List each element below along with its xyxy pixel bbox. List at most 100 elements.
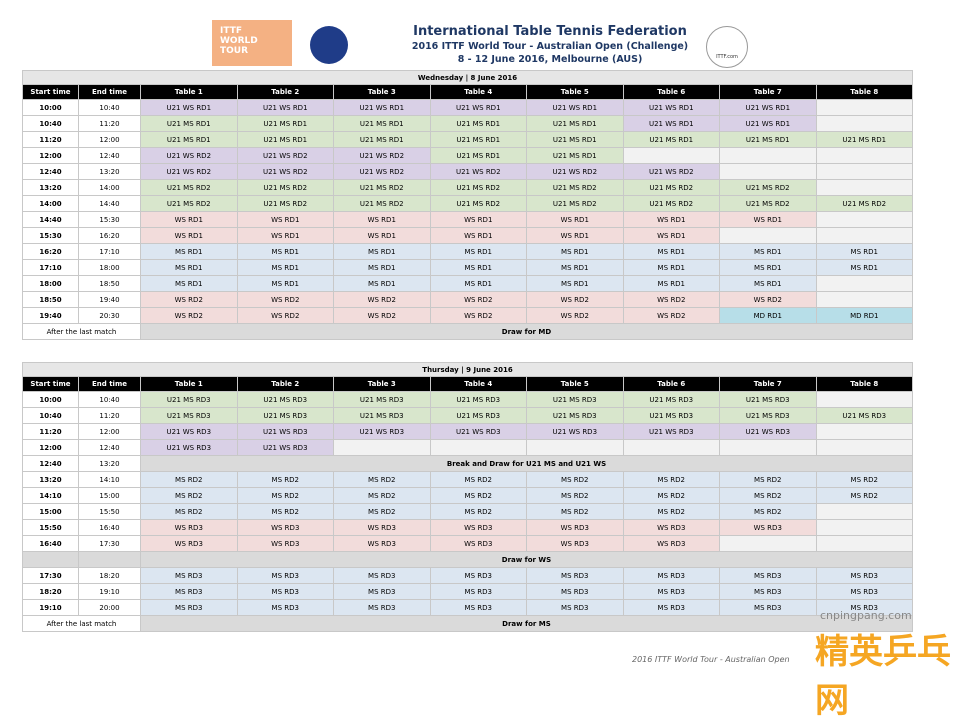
match-cell: MS RD3 (622, 599, 720, 616)
end-time: 13:20 (78, 455, 141, 472)
match-cell: MS RD3 (236, 567, 334, 584)
match-cell: WS RD3 (236, 519, 334, 536)
schedule-row: 15:50 16:40 WS RD3 WS RD3 WS RD3 WS RD3 WS RD3… (22, 519, 914, 536)
match-cell: MS RD2 (140, 487, 238, 504)
match-cell: U21 WS RD3 (140, 423, 238, 440)
match-cell: U21 WS RD2 (526, 163, 624, 180)
end-time: 19:40 (78, 291, 141, 308)
start-time: 15:00 (22, 503, 79, 520)
match-cell: WS RD1 (429, 227, 527, 244)
schedule-row: 13:20 14:10 MS RD2 MS RD2 MS RD2 MS RD2 MS RD2… (22, 471, 914, 488)
empty-cell (815, 99, 914, 116)
match-cell: WS RD3 (140, 519, 238, 536)
schedule-row: 19:10 20:00 MS RD3 MS RD3 MS RD3 MS RD3 MS RD3… (22, 599, 914, 616)
match-cell: U21 WS RD3 (526, 423, 624, 440)
empty-cell (815, 423, 914, 440)
match-cell: MS RD1 (526, 275, 624, 292)
match-cell: MS RD2 (236, 471, 334, 488)
empty-cell (622, 439, 720, 456)
match-cell: WS RD1 (526, 227, 624, 244)
match-cell: MS RD2 (622, 487, 720, 504)
schedule-row: 12:40 13:20 Break and Draw for U21 MS and … (22, 455, 914, 472)
schedule-row: 16:20 17:10 MS RD1 MS RD1 MS RD1 MS RD1 MS RD1… (22, 243, 914, 260)
empty-cell (815, 163, 914, 180)
end-time: 10:40 (78, 391, 141, 408)
schedule-row: 11:20 12:00 U21 WS RD3 U21 WS RD3 U21 WS RD3… (22, 423, 914, 440)
match-cell: MS RD3 (333, 567, 431, 584)
start-time: 12:40 (22, 455, 79, 472)
match-cell: WS RD3 (140, 535, 238, 552)
match-cell: U21 WS RD2 (140, 163, 238, 180)
title: International Table Tennis Federation (413, 24, 687, 39)
match-cell: MS RD3 (140, 583, 238, 600)
end-time: 11:20 (78, 115, 141, 132)
schedule-table: Thursday | 9 June 2016 Start time End time… (21, 362, 914, 632)
schedule-row: 19:40 20:30 WS RD2 WS RD2 WS RD2 WS RD2 WS RD2… (22, 307, 914, 324)
start-time: 10:00 (22, 99, 79, 116)
match-cell: WS RD3 (526, 535, 624, 552)
match-cell: MS RD3 (429, 583, 527, 600)
match-cell: U21 WS RD1 (140, 99, 238, 116)
schedule-row: After the last match Draw for MS (22, 615, 914, 632)
match-cell: U21 WS RD1 (429, 99, 527, 116)
match-cell: WS RD1 (333, 211, 431, 228)
empty-cell (815, 275, 914, 292)
match-cell: WS RD3 (236, 535, 334, 552)
match-cell: WS RD2 (526, 307, 624, 324)
match-cell: MS RD1 (140, 259, 238, 276)
match-cell: U21 WS RD2 (140, 147, 238, 164)
match-cell: U21 MS RD1 (236, 131, 334, 148)
day-row: Wednesday | 8 June 2016 (21, 70, 914, 85)
end-time: 15:50 (78, 503, 141, 520)
match-cell: U21 MS RD2 (236, 195, 334, 212)
column-header: Table 6 (622, 84, 720, 100)
column-header: Table 4 (429, 376, 527, 392)
match-cell: MS RD3 (622, 583, 720, 600)
match-cell: WS RD1 (429, 211, 527, 228)
end-time: 16:40 (78, 519, 141, 536)
empty-cell (815, 291, 914, 308)
match-cell: MS RD1 (333, 275, 431, 292)
empty-cell (429, 439, 527, 456)
match-cell: MS RD3 (429, 599, 527, 616)
end-time: 17:30 (78, 535, 141, 552)
empty-cell (719, 439, 817, 456)
match-cell: U21 WS RD3 (719, 423, 817, 440)
match-cell: WS RD1 (622, 211, 720, 228)
start-time: 16:20 (22, 243, 79, 260)
start-time: 18:00 (22, 275, 79, 292)
match-cell: MS RD1 (622, 243, 720, 260)
match-cell: U21 MS RD2 (333, 179, 431, 196)
end-time: 18:50 (78, 275, 141, 292)
match-cell: U21 WS RD1 (333, 99, 431, 116)
match-cell: U21 WS RD1 (719, 99, 817, 116)
start-time: 14:40 (22, 211, 79, 228)
flag (310, 26, 348, 64)
match-cell: U21 WS RD2 (429, 163, 527, 180)
start-time: 10:00 (22, 391, 79, 408)
match-cell: U21 WS RD1 (719, 115, 817, 132)
empty-cell (815, 115, 914, 132)
match-cell: U21 MS RD2 (140, 195, 238, 212)
match-cell: MS RD2 (333, 471, 431, 488)
match-cell: MS RD3 (815, 599, 914, 616)
match-cell: MS RD2 (429, 487, 527, 504)
match-cell: MS RD2 (815, 487, 914, 504)
match-cell: MS RD3 (815, 583, 914, 600)
subtitle: 2016 ITTF World Tour - Australian Open (… (411, 41, 689, 52)
match-cell: MS RD2 (429, 503, 527, 520)
schedule-row: 15:00 15:50 MS RD2 MS RD2 MS RD2 MS RD2 MS RD2… (22, 503, 914, 520)
match-cell: U21 MS RD1 (526, 115, 624, 132)
match-cell: MS RD3 (526, 567, 624, 584)
end-time: 12:00 (78, 131, 141, 148)
match-cell: U21 MS RD3 (719, 407, 817, 424)
match-cell: U21 WS RD2 (333, 163, 431, 180)
match-cell: U21 MS RD2 (815, 195, 914, 212)
column-header: Table 2 (236, 84, 334, 100)
start-time: 18:20 (22, 583, 79, 600)
schedule-row: 10:00 10:40 U21 MS RD3 U21 MS RD3 U21 MS RD3… (22, 391, 914, 408)
schedule-row: 18:50 19:40 WS RD2 WS RD2 WS RD2 WS RD2 WS RD2… (22, 291, 914, 308)
match-cell: MS RD2 (622, 471, 720, 488)
match-cell: U21 MS RD3 (236, 391, 334, 408)
match-cell: U21 MS RD2 (719, 179, 817, 196)
